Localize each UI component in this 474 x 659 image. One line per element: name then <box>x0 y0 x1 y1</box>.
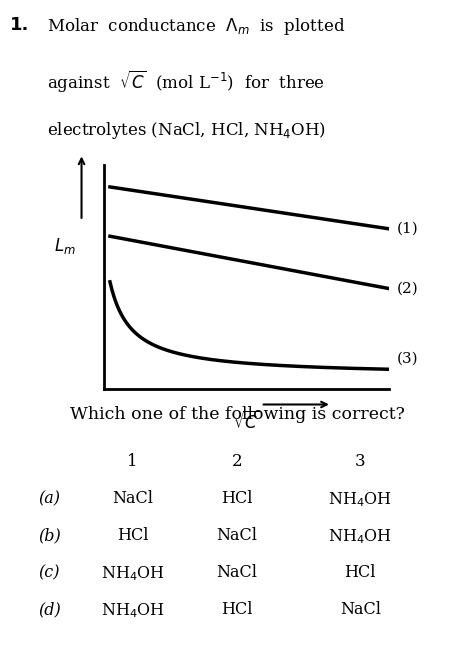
Text: $L_m$: $L_m$ <box>54 237 75 256</box>
Text: 3: 3 <box>355 453 365 471</box>
Text: electrolytes (NaCl, HCl, NH$_4$OH): electrolytes (NaCl, HCl, NH$_4$OH) <box>47 120 327 141</box>
Text: NaCl: NaCl <box>217 564 257 581</box>
Text: NaCl: NaCl <box>217 527 257 544</box>
Text: Molar  conductance  $\Lambda_m$  is  plotted: Molar conductance $\Lambda_m$ is plotted <box>47 16 346 37</box>
Text: NH$_4$OH: NH$_4$OH <box>101 564 164 583</box>
Text: NH$_4$OH: NH$_4$OH <box>328 527 392 546</box>
Text: (b): (b) <box>38 527 61 544</box>
Text: (c): (c) <box>38 564 59 581</box>
Text: (2): (2) <box>397 281 419 295</box>
Text: 1.: 1. <box>9 16 29 34</box>
Text: $\sqrt{C}$: $\sqrt{C}$ <box>233 411 261 434</box>
Text: 1: 1 <box>128 453 138 471</box>
Text: (a): (a) <box>38 490 60 507</box>
Text: (1): (1) <box>397 222 419 236</box>
Text: HCl: HCl <box>117 527 148 544</box>
Text: NaCl: NaCl <box>112 490 153 507</box>
Text: (d): (d) <box>38 601 61 618</box>
Text: NaCl: NaCl <box>340 601 381 618</box>
Text: HCl: HCl <box>221 490 253 507</box>
Text: (3): (3) <box>397 352 419 366</box>
Text: NH$_4$OH: NH$_4$OH <box>328 490 392 509</box>
Text: Which one of the following is correct?: Which one of the following is correct? <box>70 406 404 423</box>
Text: NH$_4$OH: NH$_4$OH <box>101 601 164 619</box>
Text: HCl: HCl <box>345 564 376 581</box>
Text: HCl: HCl <box>221 601 253 618</box>
Text: against  $\sqrt{C}$  (mol L$^{-1}$)  for  three: against $\sqrt{C}$ (mol L$^{-1}$) for th… <box>47 68 325 94</box>
Text: 2: 2 <box>232 453 242 471</box>
